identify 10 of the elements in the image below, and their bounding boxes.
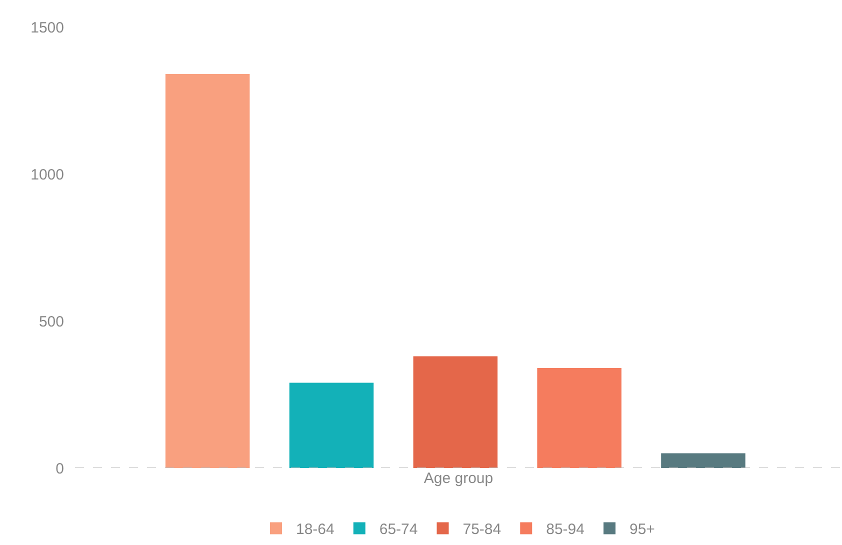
y-tick-label: 0 xyxy=(56,460,64,478)
legend-label: 95+ xyxy=(630,521,656,538)
legend-label: 65-74 xyxy=(379,521,418,538)
y-tick-label: 1000 xyxy=(30,166,64,184)
y-tick-label: 500 xyxy=(38,313,64,330)
legend-label: 18-64 xyxy=(296,521,334,538)
y-tick-label: 1500 xyxy=(30,19,64,36)
legend-label: 75-84 xyxy=(462,521,502,538)
legend-label: 85-94 xyxy=(546,521,584,538)
x-axis-title: Age group xyxy=(424,470,494,487)
